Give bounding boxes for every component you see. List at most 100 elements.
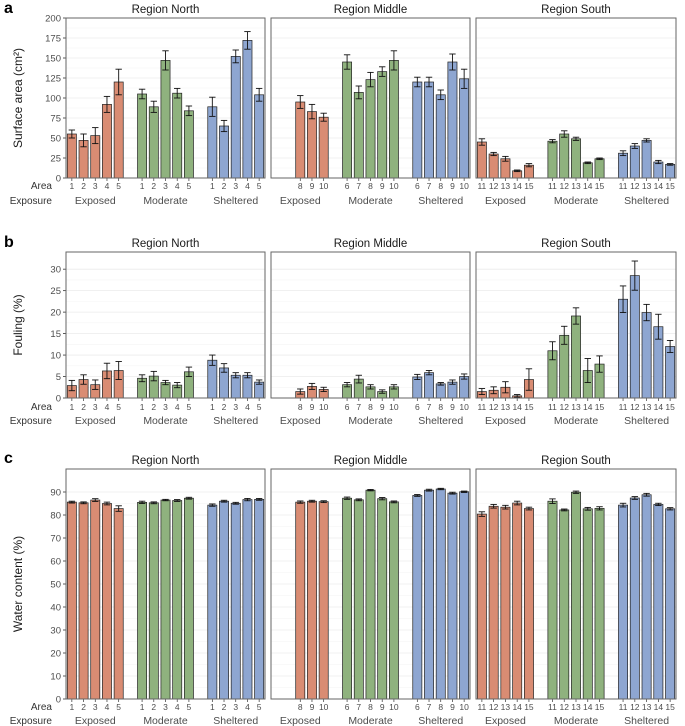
bar-group-exposed: 8 9 10 Exposed bbox=[280, 95, 329, 207]
bar bbox=[160, 60, 171, 179]
x-tick-label: 5 bbox=[116, 181, 121, 191]
x-tick-label: 8 bbox=[298, 402, 303, 412]
bar bbox=[230, 502, 241, 700]
x-tick-label: 14 bbox=[512, 402, 522, 412]
x-tick-label: 1 bbox=[69, 181, 74, 191]
bar bbox=[459, 491, 470, 700]
x-tick-label: 8 bbox=[368, 402, 373, 412]
bar bbox=[183, 497, 194, 700]
x-tick-label: 8 bbox=[368, 702, 373, 712]
y-tick-label: 200 bbox=[45, 14, 61, 25]
exposure-group-label: Moderate bbox=[348, 415, 393, 427]
x-tick-label: 9 bbox=[450, 402, 455, 412]
bar bbox=[571, 491, 581, 700]
x-tick-label: 9 bbox=[380, 702, 385, 712]
x-tick-label: 7 bbox=[356, 402, 361, 412]
exposure-group-label: Moderate bbox=[143, 715, 188, 726]
bar bbox=[365, 489, 376, 700]
x-tick-label: 11 bbox=[548, 702, 557, 712]
area-row-label: Area bbox=[31, 402, 53, 413]
x-tick-label: 1 bbox=[140, 702, 145, 712]
exposure-group-label: Sheltered bbox=[624, 195, 669, 207]
x-tick-label: 1 bbox=[69, 702, 74, 712]
bar bbox=[571, 138, 581, 179]
exposure-row-label: Exposure bbox=[10, 196, 53, 207]
y-tick-label: 0 bbox=[56, 394, 61, 405]
x-tick-label: 3 bbox=[93, 181, 98, 191]
bar bbox=[488, 153, 499, 179]
x-tick-label: 15 bbox=[595, 402, 605, 412]
y-tick-label: 90 bbox=[50, 488, 61, 499]
x-tick-label: 15 bbox=[595, 181, 605, 191]
bar bbox=[254, 499, 265, 700]
bar bbox=[353, 499, 364, 700]
bar bbox=[342, 497, 353, 700]
x-tick-label: 15 bbox=[665, 702, 675, 712]
x-tick-label: 1 bbox=[210, 181, 215, 191]
bar bbox=[388, 501, 399, 700]
exposure-group-label: Sheltered bbox=[213, 715, 258, 726]
x-tick-label: 10 bbox=[389, 402, 399, 412]
bar bbox=[500, 506, 511, 700]
panel-label-a: a bbox=[4, 0, 13, 17]
x-tick-label: 13 bbox=[501, 702, 511, 712]
x-tick-label: 2 bbox=[151, 702, 156, 712]
bar bbox=[318, 116, 329, 179]
x-tick-label: 8 bbox=[298, 702, 303, 712]
exposure-group-label: Exposed bbox=[280, 415, 321, 427]
bar-group-sheltered: 6 7 8 9 10 Sheltered bbox=[412, 53, 469, 207]
x-tick-label: 14 bbox=[654, 402, 664, 412]
bar bbox=[618, 298, 628, 399]
x-tick-label: 11 bbox=[548, 181, 557, 191]
bar bbox=[665, 508, 676, 700]
bar bbox=[547, 500, 558, 700]
x-tick-label: 14 bbox=[512, 702, 522, 712]
bar bbox=[307, 111, 317, 179]
y-tick-label: 10 bbox=[50, 351, 61, 362]
facet-title: Region South bbox=[541, 4, 611, 16]
x-tick-label: 11 bbox=[477, 402, 486, 412]
x-tick-label: 15 bbox=[595, 702, 605, 712]
x-tick-label: 13 bbox=[571, 181, 581, 191]
y-axis-title: Surface area (cm²) bbox=[11, 48, 25, 148]
x-tick-label: 12 bbox=[630, 181, 640, 191]
y-tick-label: 20 bbox=[50, 308, 61, 319]
x-tick-label: 13 bbox=[642, 702, 652, 712]
y-tick-label: 50 bbox=[50, 134, 61, 145]
facet-frame bbox=[475, 468, 677, 700]
bar-group-sheltered: 1 2 3 4 5 Sheltered bbox=[207, 497, 265, 726]
x-tick-label: 15 bbox=[665, 402, 675, 412]
facet-frame bbox=[65, 251, 266, 399]
y-axis-title: Fouling (%) bbox=[11, 294, 25, 355]
bar-group-exposed: 11 12 13 14 15 Exposed bbox=[476, 368, 534, 427]
x-tick-label: 2 bbox=[222, 702, 227, 712]
bar bbox=[90, 499, 101, 700]
bar-group-exposed: 11 12 13 14 15 Exposed bbox=[476, 138, 534, 207]
y-tick-label: 0 bbox=[56, 174, 61, 185]
bar bbox=[295, 501, 306, 700]
y-tick-label: 0 bbox=[56, 695, 61, 706]
bar bbox=[230, 374, 241, 399]
bar bbox=[435, 488, 446, 700]
x-tick-label: 14 bbox=[512, 181, 522, 191]
x-tick-label: 3 bbox=[233, 181, 238, 191]
bar bbox=[594, 507, 605, 700]
x-tick-label: 1 bbox=[69, 402, 74, 412]
bar-group-moderate: 6 7 8 9 10 Moderate bbox=[342, 489, 399, 726]
x-tick-label: 6 bbox=[345, 402, 350, 412]
bar bbox=[242, 374, 253, 399]
area-row-label: Area bbox=[31, 181, 53, 192]
x-tick-label: 5 bbox=[257, 702, 262, 712]
x-tick-label: 5 bbox=[257, 402, 262, 412]
x-tick-label: 4 bbox=[105, 702, 110, 712]
exposure-group-label: Sheltered bbox=[418, 715, 463, 726]
bar bbox=[476, 141, 487, 179]
bar bbox=[78, 502, 89, 700]
facet-frame bbox=[270, 251, 471, 399]
x-tick-label: 15 bbox=[665, 181, 675, 191]
